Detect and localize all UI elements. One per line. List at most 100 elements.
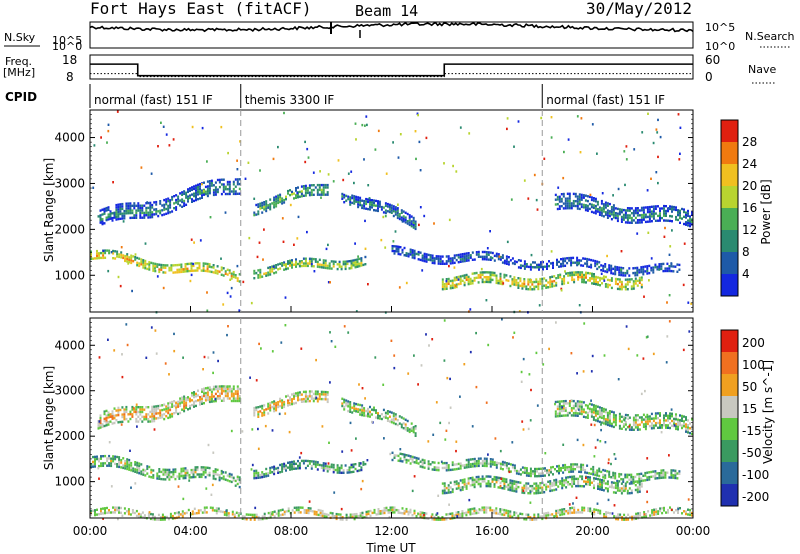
power-echo-cell <box>642 206 645 209</box>
power-echo-cell <box>98 252 100 255</box>
velocity-echo-cell <box>212 400 215 403</box>
power-echo-cell <box>556 195 559 199</box>
power-echo-cell <box>234 192 237 196</box>
velocity-echo-cell <box>226 474 229 477</box>
power-echo-cell <box>567 281 570 284</box>
power-echo-cell <box>445 282 448 286</box>
power-echo-cell <box>535 278 538 281</box>
power-echo-cell <box>548 260 550 263</box>
power-echo-cell <box>429 256 432 259</box>
velocity-echo-cell <box>219 510 222 513</box>
velocity-echo-cell <box>322 393 325 396</box>
power-echo-cell <box>525 285 528 288</box>
power-echo-cell <box>604 201 607 204</box>
velocity-echo-cell <box>558 410 561 413</box>
power-echo-cell <box>184 270 187 273</box>
velocity-echo-cell <box>392 417 395 420</box>
power-echo-cell <box>238 309 241 312</box>
power-echo-cell <box>624 283 627 286</box>
velocity-echo-cell <box>281 513 284 516</box>
velocity-echo-cell <box>225 511 228 514</box>
velocity-echo-cell <box>100 462 102 465</box>
velocity-echo-cell <box>600 407 603 410</box>
power-echo-cell <box>180 263 183 266</box>
power-echo-cell <box>433 259 436 262</box>
velocity-echo-cell <box>386 412 389 415</box>
velocity-echo-cell <box>657 421 659 425</box>
velocity-echo-cell <box>375 416 377 419</box>
velocity-echo-cell <box>136 461 139 465</box>
power-echo-cell <box>275 205 278 208</box>
power-echo-cell <box>287 262 289 265</box>
power-echo-cell <box>498 255 501 258</box>
power-echo-cell <box>227 151 229 155</box>
velocity-echo-cell <box>398 415 401 418</box>
velocity-echo-cell <box>469 465 472 468</box>
velocity-echo-cell <box>228 480 231 483</box>
velocity-echo-cell <box>636 423 639 427</box>
velocity-echo-cell <box>563 508 566 511</box>
velocity-echo-cell <box>574 409 577 412</box>
velocity-echo-cell <box>310 465 313 468</box>
power-echo-cell <box>481 271 484 274</box>
velocity-echo-cell <box>578 410 581 413</box>
power-echo-cell <box>663 219 665 222</box>
velocity-echo-cell <box>167 517 170 521</box>
power-echo-cell <box>250 301 253 305</box>
velocity-echo-cell <box>257 471 260 475</box>
velocity-echo-cell <box>304 400 307 403</box>
velocity-echo-cell <box>361 511 364 515</box>
velocity-echo-cell <box>650 424 653 428</box>
power-echo-cell <box>214 269 217 272</box>
power-echo-cell <box>358 264 361 268</box>
velocity-echo-cell <box>583 485 585 488</box>
velocity-echo-cell <box>269 471 272 474</box>
power-echo-cell <box>601 192 604 195</box>
velocity-echo-cell <box>473 465 476 468</box>
power-echo-cell <box>636 279 639 282</box>
power-echo-cell <box>316 265 319 268</box>
velocity-echo-cell <box>236 397 239 400</box>
power-echo-cell <box>439 257 442 261</box>
velocity-echo-cell <box>255 406 258 409</box>
velocity-echo-cell <box>127 510 130 513</box>
velocity-echo-cell <box>323 515 326 518</box>
power-echo-cell <box>314 186 317 189</box>
power-echo-cell <box>672 270 675 273</box>
power-echo-cell <box>328 262 331 265</box>
power-echo-cell <box>675 215 677 219</box>
velocity-echo-cell <box>143 514 146 517</box>
power-echo-cell <box>209 216 212 219</box>
velocity-echo-cell <box>485 484 488 488</box>
power-echo-cell <box>455 278 458 281</box>
velocity-echo-cell <box>571 485 574 488</box>
velocity-echo-cell <box>580 408 583 411</box>
power-echo-cell <box>449 284 452 287</box>
velocity-echo-cell <box>349 408 352 411</box>
power-echo-cell <box>373 199 375 202</box>
power-echo-cell <box>304 194 307 197</box>
velocity-echo-cell <box>577 511 580 514</box>
power-echo-cell <box>638 271 641 274</box>
velocity-echo-cell <box>477 464 480 468</box>
velocity-echo-cell <box>261 517 264 521</box>
power-echo-cell <box>117 210 120 214</box>
power-echo-cell <box>485 299 488 302</box>
velocity-echo-cell <box>168 475 171 479</box>
power-echo-cell <box>595 275 597 279</box>
power-echo-cell <box>679 212 681 215</box>
power-echo-cell <box>126 260 129 263</box>
velocity-echo-cell <box>469 477 472 480</box>
power-echo-cell <box>201 183 203 186</box>
velocity-echo-cell <box>417 462 420 465</box>
power-echo-cell <box>312 184 315 187</box>
velocity-echo-cell <box>597 487 599 490</box>
power-echo-cell <box>208 182 211 185</box>
power-echo-cell <box>681 207 683 211</box>
power-echo-cell <box>175 208 178 211</box>
velocity-echo-cell <box>598 420 601 424</box>
power-echo-cell <box>429 258 432 262</box>
velocity-echo-cell <box>134 461 137 464</box>
power-echo-cell <box>141 209 144 212</box>
power-echo-cell <box>521 282 524 285</box>
